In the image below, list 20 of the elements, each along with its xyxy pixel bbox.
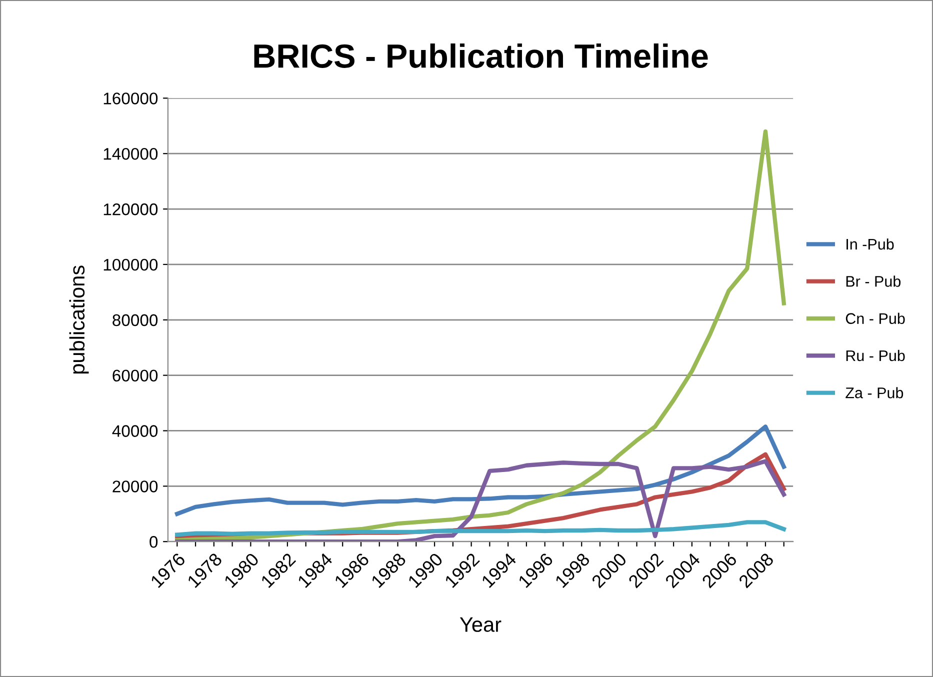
y-tick-label: 100000 bbox=[104, 258, 158, 271]
line-series bbox=[175, 520, 786, 537]
y-axis-title: publications bbox=[69, 266, 89, 374]
y-tick-label: 160000 bbox=[104, 92, 158, 104]
chart-title: BRICS - Publication Timeline bbox=[254, 43, 708, 68]
x-axis-title: Year bbox=[460, 617, 502, 632]
legend-label: Ru - Pub bbox=[846, 350, 905, 362]
legend-label: In -Pub bbox=[846, 238, 894, 250]
legend-label: Za - Pub bbox=[846, 387, 904, 398]
y-tick-label: 120000 bbox=[104, 203, 158, 216]
legend-label: Br - Pub bbox=[846, 276, 901, 287]
y-tick-label: 20000 bbox=[112, 480, 158, 492]
y-tick-label: 40000 bbox=[112, 425, 158, 437]
y-tick-label: 0 bbox=[150, 536, 158, 548]
y-tick-label: 60000 bbox=[112, 370, 158, 382]
y-tick-label: 140000 bbox=[104, 148, 158, 160]
y-tick-label: 80000 bbox=[112, 314, 158, 326]
line-series bbox=[175, 424, 786, 516]
line-series bbox=[175, 129, 786, 542]
legend-label: Cn - Pub bbox=[846, 312, 905, 324]
